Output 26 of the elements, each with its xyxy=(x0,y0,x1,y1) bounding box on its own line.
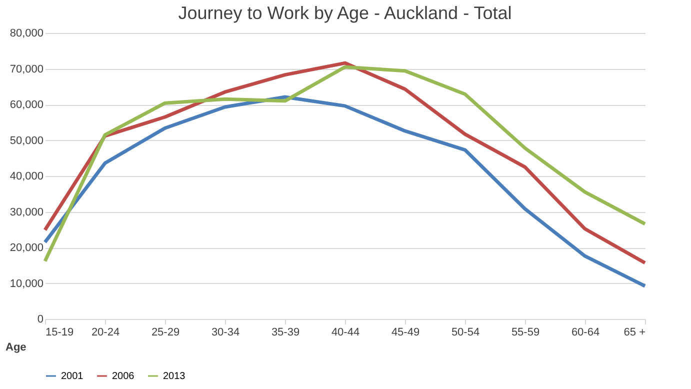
y-tick-label: 10,000 xyxy=(10,278,44,290)
y-tick-label: 40,000 xyxy=(10,170,44,182)
chart-title: Journey to Work by Age - Auckland - Total xyxy=(178,3,512,23)
x-tick-label: 45-49 xyxy=(391,326,420,338)
y-tick-label: 80,000 xyxy=(10,28,44,40)
y-tick-label: 70,000 xyxy=(10,63,44,76)
y-tick-label: 20,000 xyxy=(10,242,44,254)
x-tick-label: 20-24 xyxy=(91,326,120,338)
y-tick-label: 30,000 xyxy=(10,206,44,218)
y-tick-label: 60,000 xyxy=(10,99,44,111)
x-tick-label: 55-59 xyxy=(511,326,540,338)
x-axis-title: Age xyxy=(6,342,26,354)
legend-label: 2013 xyxy=(163,371,186,382)
x-tick-label: 30-34 xyxy=(211,326,240,338)
line-series xyxy=(43,95,647,288)
x-tick-label: 35-39 xyxy=(271,326,300,338)
legend-label: 2001 xyxy=(61,371,84,382)
x-tick-label: 40-44 xyxy=(331,326,360,338)
x-tick-label: 65 + xyxy=(624,326,646,338)
x-tick-label: 25-29 xyxy=(151,326,180,338)
legend-label: 2006 xyxy=(112,371,135,382)
x-tick-label: 50-54 xyxy=(451,326,480,338)
x-tick-label: 60-64 xyxy=(571,326,600,338)
y-tick-label: 0 xyxy=(37,314,44,326)
y-tick-label: 50,000 xyxy=(10,134,44,147)
x-tick-label: 15-19 xyxy=(46,326,74,338)
